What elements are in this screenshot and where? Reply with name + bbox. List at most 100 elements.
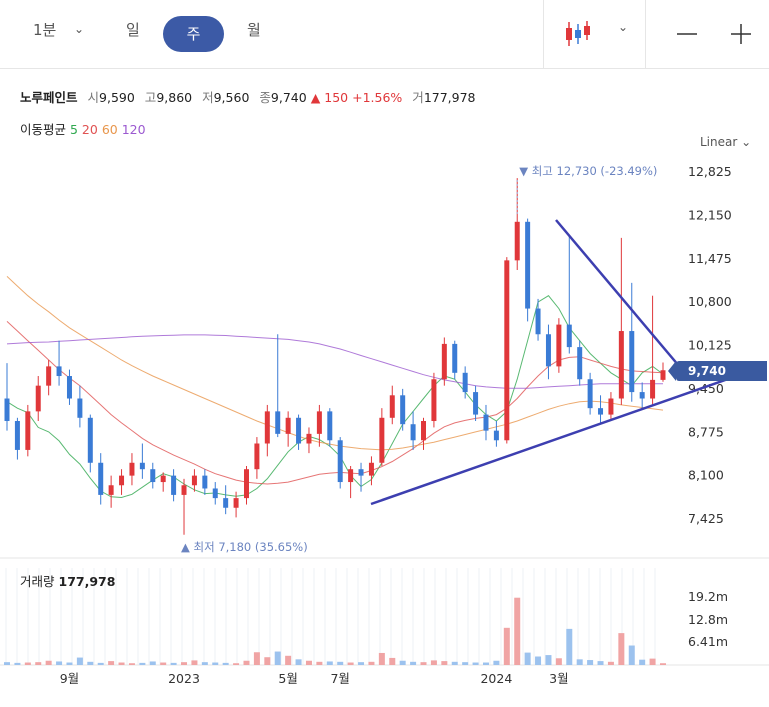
high-value: 9,860 xyxy=(156,90,193,105)
candle-body xyxy=(473,392,479,415)
price-info: 노루페인트 시9,590 고9,860 저9,560 종9,740 ▲ 150 … xyxy=(20,87,476,106)
tab-month[interactable]: 월 xyxy=(247,21,261,39)
volume-label: 거 xyxy=(412,90,424,105)
candlestick-icon[interactable] xyxy=(564,20,594,48)
candle-body xyxy=(368,462,374,476)
candle-body xyxy=(410,424,416,441)
divider xyxy=(645,0,646,68)
low-value: 9,560 xyxy=(213,90,250,105)
candle-body xyxy=(639,392,645,399)
volume-bar xyxy=(389,657,396,665)
zoom-out-icon[interactable] xyxy=(676,23,698,45)
ma-line-ma60 xyxy=(6,276,664,451)
candle-body xyxy=(150,469,156,483)
volume-tick-label: 19.2m xyxy=(688,589,728,604)
stock-name: 노루페인트 xyxy=(20,90,78,105)
volume-bar xyxy=(128,663,135,665)
volume-bar xyxy=(181,662,188,665)
candle-body xyxy=(483,414,489,431)
candle-body xyxy=(254,443,260,470)
candle-body xyxy=(452,343,458,373)
candle-body xyxy=(525,221,531,309)
volume-bar xyxy=(503,627,510,665)
close-value: 9,740 xyxy=(270,90,307,105)
volume-bar xyxy=(222,662,229,665)
current-price-tag: 9,740 xyxy=(668,361,767,381)
volume-bar xyxy=(430,660,437,665)
volume-bar xyxy=(618,633,625,665)
volume-bar xyxy=(243,660,250,665)
candle-body xyxy=(35,385,41,412)
candle-body xyxy=(514,221,520,261)
zoom-in-icon[interactable] xyxy=(730,23,752,45)
divider xyxy=(543,0,544,68)
volume-bar xyxy=(316,661,323,665)
volume-tick-label: 6.41m xyxy=(688,634,728,649)
candle-body xyxy=(389,395,395,418)
volume-bar xyxy=(118,662,125,665)
y-tick-label: 8,775 xyxy=(688,424,724,439)
candle-body xyxy=(223,498,229,508)
volume-bar xyxy=(201,662,208,665)
x-tick-label: 2023 xyxy=(168,671,200,686)
volume-tick-label: 12.8m xyxy=(688,612,728,627)
volume-bar xyxy=(368,661,375,665)
volume-bar xyxy=(295,659,302,665)
candle-body xyxy=(618,331,624,399)
high-label: 고 xyxy=(144,90,157,105)
y-tick-label: 10,125 xyxy=(688,338,732,353)
candle-body xyxy=(77,398,83,418)
tab-day[interactable]: 일 xyxy=(126,21,140,39)
candle-body xyxy=(400,395,406,425)
volume-title: 거래량 177,978 xyxy=(20,571,115,590)
candle-body xyxy=(202,475,208,489)
close-label: 종 xyxy=(259,90,271,105)
volume-bar xyxy=(87,661,94,665)
volume-bar xyxy=(212,662,219,665)
x-tick-label: 9월 xyxy=(60,671,79,686)
tab-week[interactable]: 주 xyxy=(163,16,224,52)
volume-bar xyxy=(493,660,500,665)
volume-bar xyxy=(545,655,552,665)
chevron-down-icon[interactable]: ⌄ xyxy=(618,20,629,34)
volume-bar xyxy=(139,662,146,665)
chevron-down-icon[interactable]: ⌄ xyxy=(74,22,85,36)
candle-body xyxy=(348,469,354,483)
candle-body xyxy=(191,475,197,486)
volume-bar xyxy=(14,662,21,665)
volume-bar xyxy=(399,660,406,665)
low-label: 저 xyxy=(202,90,214,105)
candle-body xyxy=(535,308,541,335)
ma-legend-item: 60 xyxy=(97,122,118,137)
candle-body xyxy=(306,433,312,444)
candle-body xyxy=(598,408,604,415)
volume-bar xyxy=(358,662,365,665)
tab-minute[interactable]: 1분 xyxy=(33,21,57,39)
volume-bar xyxy=(233,663,240,665)
y-tick-label: 10,800 xyxy=(688,294,732,309)
volume-bar xyxy=(535,656,542,665)
volume-bar xyxy=(4,662,10,665)
volume-bar xyxy=(649,658,656,665)
ma-line-ma20 xyxy=(6,321,664,485)
candle-body xyxy=(577,347,583,380)
x-tick-label: 2024 xyxy=(480,671,512,686)
volume-bar xyxy=(160,662,167,665)
candle-body xyxy=(87,417,93,463)
volume-bar xyxy=(378,652,385,665)
volume-bar xyxy=(170,662,177,665)
candle-body xyxy=(108,485,114,495)
volume-bar xyxy=(410,661,417,665)
candle-body xyxy=(421,421,427,441)
candle-body xyxy=(337,440,343,483)
volume-bar xyxy=(420,662,427,665)
volume-bar xyxy=(191,660,198,665)
candle-body xyxy=(660,370,666,380)
scale-selector[interactable]: Linear ⌄ xyxy=(700,135,751,149)
candle-body xyxy=(119,475,125,486)
ma-legend-item: 5 xyxy=(70,122,78,137)
ma-legend[interactable]: 이동평균 5 20 60 120 xyxy=(20,119,146,138)
candle-body xyxy=(504,260,510,441)
volume-bar xyxy=(514,597,521,665)
